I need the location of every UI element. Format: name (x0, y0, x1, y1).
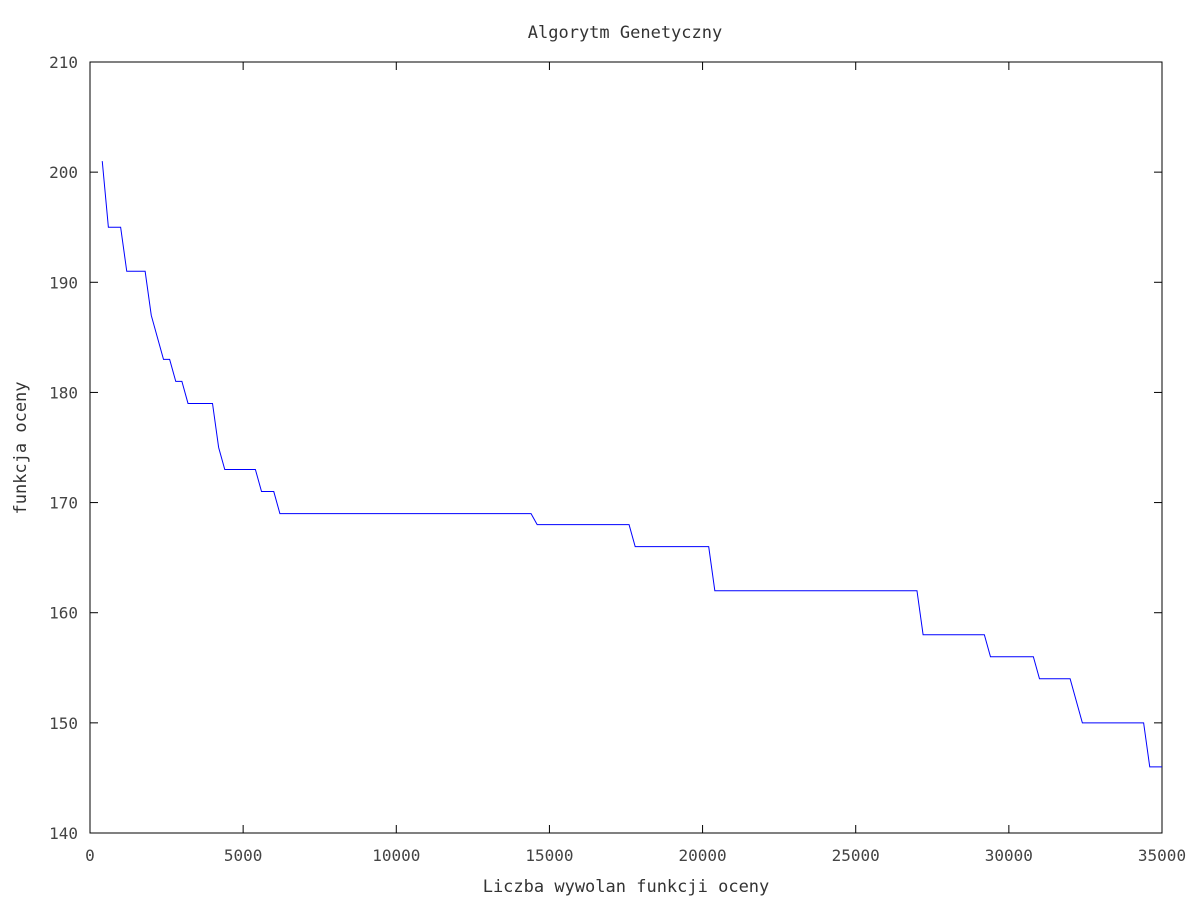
y-tick-label: 210 (49, 53, 78, 72)
y-tick-label: 160 (49, 604, 78, 623)
x-tick-label: 5000 (224, 846, 263, 865)
x-axis-label: Liczba wywolan funkcji oceny (483, 877, 770, 897)
x-tick-label: 10000 (372, 846, 420, 865)
plot-frame (89, 61, 1163, 834)
y-tick-label: 140 (49, 824, 78, 843)
x-tick-label: 25000 (832, 846, 880, 865)
x-tick-label: 20000 (678, 846, 726, 865)
series-line-0 (101, 161, 1162, 768)
y-tick-label: 190 (49, 273, 78, 292)
y-tick-label: 200 (49, 163, 78, 182)
y-axis-label: funkcja oceny (11, 381, 31, 514)
x-tick-labels: 0 5000 10000 15000 20000 25000 30000 35000 (85, 846, 1186, 865)
x-tick-label: 0 (85, 846, 95, 865)
series (101, 161, 1162, 768)
y-tick-labels: 140 150 160 170 180 190 200 210 (49, 53, 78, 843)
chart-title: Algorytm Genetyczny (528, 23, 722, 43)
x-tick-label: 30000 (985, 846, 1033, 865)
x-tick-label: 35000 (1138, 846, 1186, 865)
y-tick-label: 150 (49, 714, 78, 733)
x-tick-label: 15000 (525, 846, 573, 865)
y-tick-label: 170 (49, 494, 78, 513)
tick-marks (89, 61, 1163, 834)
y-tick-label: 180 (49, 383, 78, 402)
